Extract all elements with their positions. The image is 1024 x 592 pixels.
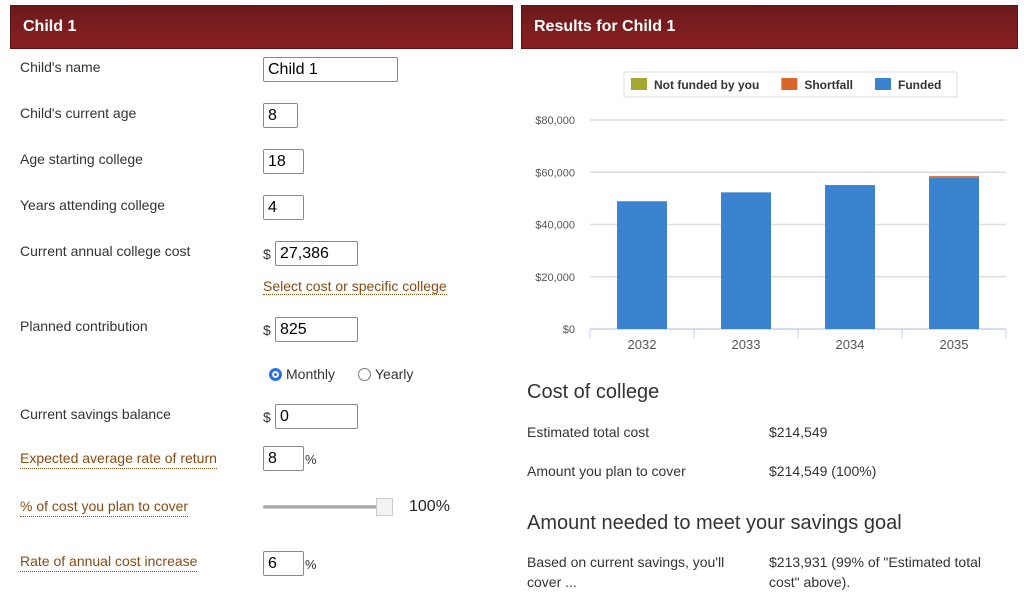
start-age-label: Age starting college	[20, 151, 143, 167]
childs-name-input[interactable]	[263, 57, 398, 82]
legend-label: Funded	[898, 78, 941, 92]
slider-thumb[interactable]	[376, 498, 393, 516]
savings-input[interactable]	[275, 404, 358, 429]
x-tick-label: 2033	[732, 337, 761, 352]
annual-cost-label: Current annual college cost	[20, 243, 191, 259]
annual-cost-input[interactable]	[275, 241, 358, 266]
years-label: Years attending college	[20, 197, 166, 213]
dollar-sign: $	[263, 246, 271, 262]
bar-funded	[929, 177, 979, 329]
y-tick-label: $80,000	[535, 115, 575, 127]
y-tick-label: $40,000	[535, 220, 575, 232]
plan-cover-label: Amount you plan to cover	[527, 463, 686, 479]
bar-funded	[825, 185, 875, 329]
x-tick-label: 2035	[940, 337, 969, 352]
cover-slider[interactable]	[263, 498, 393, 516]
current-age-input[interactable]	[263, 103, 298, 128]
cost-increase-tooltip[interactable]: Rate of annual cost increase	[20, 553, 198, 572]
cost-increase-label[interactable]: Rate of annual cost increase	[20, 553, 198, 572]
start-age-input[interactable]	[263, 149, 304, 174]
results-title: Results for Child 1	[534, 18, 676, 35]
radio-unchecked-icon[interactable]	[358, 367, 371, 381]
cover-label[interactable]: % of cost you plan to cover	[20, 498, 189, 517]
dollar-sign: $	[263, 322, 271, 338]
legend-swatch	[781, 78, 798, 90]
x-tick-label: 2034	[836, 337, 865, 352]
yearly-label: Yearly	[375, 366, 414, 382]
cost-increase-input[interactable]	[263, 551, 304, 576]
cover-tooltip[interactable]: % of cost you plan to cover	[20, 498, 189, 517]
current-savings-label: Based on current savings, you'll cover .…	[527, 554, 725, 590]
y-tick-label: $60,000	[535, 167, 575, 179]
plan-cover-value: $214,549 (100%)	[769, 463, 877, 479]
y-tick-label: $20,000	[535, 272, 575, 284]
monthly-label: Monthly	[286, 366, 336, 382]
legend-label: Shortfall	[804, 78, 853, 92]
bar-funded	[721, 192, 771, 329]
percent-sign: %	[305, 452, 317, 467]
y-tick-label: $0	[563, 324, 575, 336]
contribution-input[interactable]	[275, 317, 358, 342]
rate-of-return-label[interactable]: Expected average rate of return	[20, 450, 217, 469]
rate-of-return-tooltip[interactable]: Expected average rate of return	[20, 450, 217, 469]
legend-swatch	[631, 78, 647, 90]
childs-name-label: Child's name	[20, 59, 101, 75]
panel-title: Child 1	[23, 18, 77, 35]
current-age-label: Child's current age	[20, 105, 137, 121]
contribution-label: Planned contribution	[20, 318, 148, 334]
estimated-cost-label: Estimated total cost	[527, 424, 650, 440]
current-savings-value: $213,931 (99% of "Estimated total cost" …	[769, 554, 981, 590]
cost-of-college-heading: Cost of college	[527, 381, 660, 403]
percent-sign: %	[305, 557, 317, 572]
radio-checked-icon[interactable]	[269, 367, 282, 381]
slider-track[interactable]	[263, 505, 385, 509]
savings-goal-heading: Amount needed to meet your savings goal	[527, 512, 902, 534]
legend-swatch	[875, 78, 891, 90]
select-college-link[interactable]: Select cost or specific college	[263, 278, 447, 295]
monthly-radio[interactable]: Monthly	[269, 366, 335, 382]
legend-label: Not funded by you	[654, 78, 759, 92]
x-tick-label: 2032	[628, 337, 657, 352]
bar-funded	[617, 201, 667, 329]
dollar-sign: $	[263, 409, 271, 425]
years-input[interactable]	[263, 195, 304, 220]
results-panel-header: Results for Child 1	[521, 5, 1018, 49]
college-cost-chart: $0 $20,000 $40,000 $60,000 $80,000 2032 2033 20…	[535, 71, 1007, 352]
child-panel-header: Child 1	[10, 5, 513, 49]
savings-label: Current savings balance	[20, 406, 171, 422]
bar-shortfall	[929, 176, 979, 178]
cover-value: 100%	[409, 498, 450, 515]
yearly-radio[interactable]: Yearly	[358, 366, 413, 382]
estimated-cost-value: $214,549	[769, 424, 828, 440]
rate-of-return-input[interactable]	[263, 446, 304, 471]
